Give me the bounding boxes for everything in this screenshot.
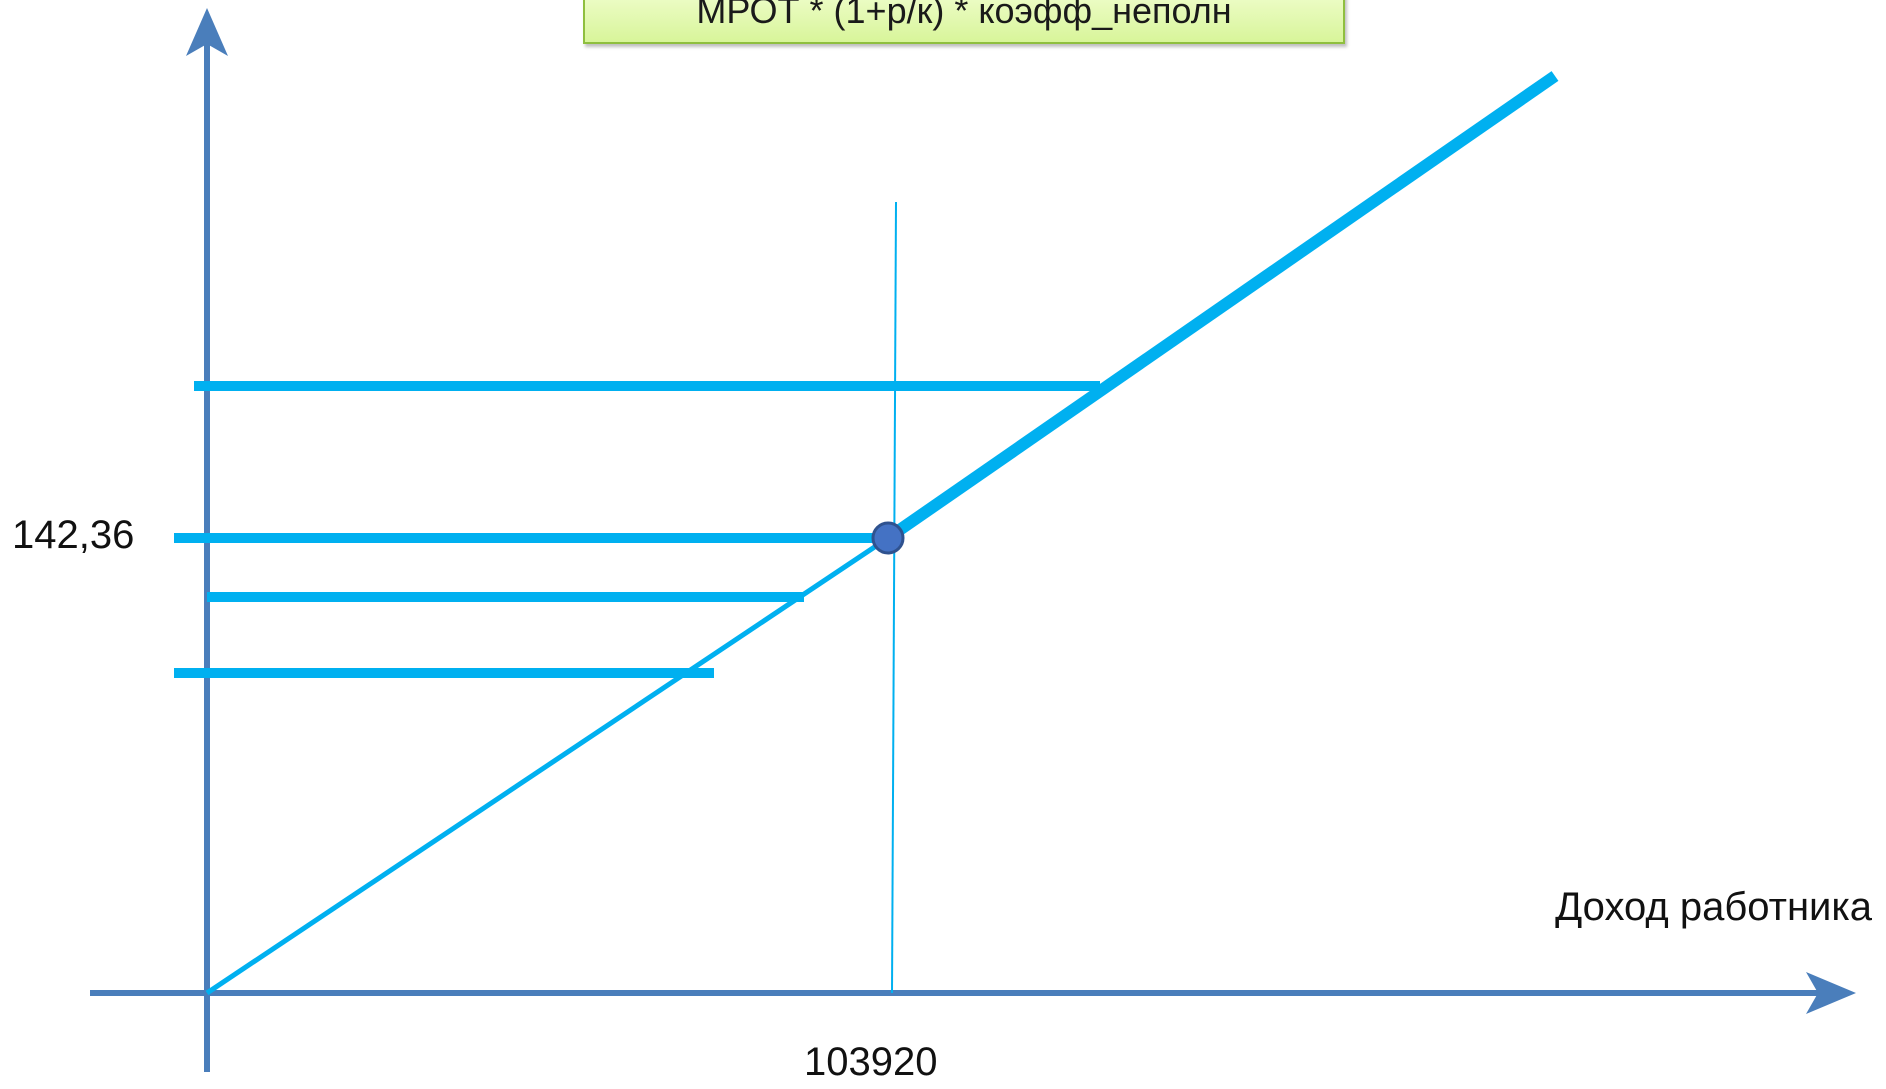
income-line-thin [205,535,890,996]
x-axis-arrowhead [1806,972,1856,1014]
y-value-label: 142,36 [12,513,135,557]
income-line-thick [884,71,1559,543]
x-value-label: 103920 [804,1040,938,1084]
formula-box: МРОТ * (1+р/к) * коэфф_неполн [583,0,1345,44]
vertical-reference-line [891,201,897,994]
x-axis-label: Доход работника [1555,885,1872,929]
y-axis-arrowhead [186,8,228,56]
intersection-point [871,521,905,555]
formula-text: МРОТ * (1+р/к) * коэфф_неполн [696,0,1232,31]
